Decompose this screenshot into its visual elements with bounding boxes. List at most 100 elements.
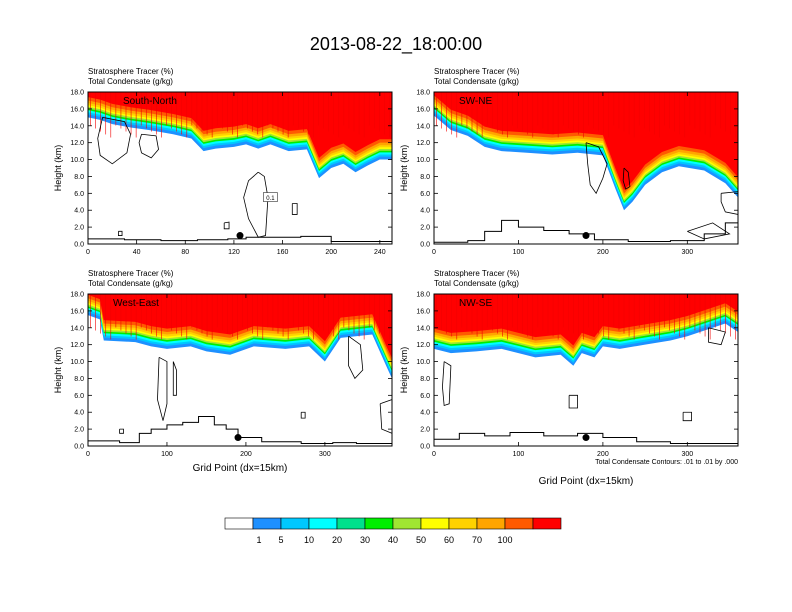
location-marker [582,434,590,442]
y-tick-label: 14.0 [70,325,84,332]
y-tick-label: 16.0 [70,106,84,113]
x-tick-label: 0 [86,249,90,256]
y-tick-label: 12.0 [416,140,430,147]
condensate-contour-1 [138,133,159,159]
panel-bottom-left: West-East Stratosphere Tracer (%)Total Co… [53,269,393,474]
tracer-band-9 [88,92,392,158]
tracer-band-9 [434,92,738,190]
colorbar: 1 5 10 20 30 40 50 60 70 100 [224,517,562,545]
y-tick-label: 10.0 [70,157,84,164]
x-tick-label: 80 [181,249,189,256]
colorbar-swatch-8 [448,517,478,530]
x-tick-label: 40 [133,249,141,256]
colorbar-swatch-6 [392,517,422,530]
condensate-contour-3 [568,394,578,409]
y-tick-label: 6.0 [420,393,430,400]
x-tick-label: 240 [374,249,386,256]
x-tick-label: 0 [432,249,436,256]
y-tick-label: 0.0 [74,242,84,249]
colorbar-label: 5 [278,535,283,545]
plot-frame [87,91,393,245]
y-tick-label: 18.0 [70,90,84,97]
colorbar-label: 50 [416,535,426,545]
contour-label-box [263,192,278,202]
y-tick-label: 16.0 [70,308,84,315]
terrain-profile [88,235,392,243]
y-tick-label: 18.0 [70,292,84,299]
panel-top-right: SW-NE Stratosphere Tracer (%)Total Conden… [399,67,739,256]
panel-label: South-North [123,96,177,107]
panel-title-line1: Stratosphere Tracer (%) [434,269,520,278]
colorbar-swatch-11 [532,517,562,530]
y-tick-label: 18.0 [416,292,430,299]
y-tick-label: 2.0 [74,225,84,232]
y-tick-label: 2.0 [74,427,84,434]
y-tick-label: 12.0 [70,342,84,349]
colorbar-swatch-4 [336,517,366,530]
y-tick-label: 6.0 [74,191,84,198]
y-tick-label: 2.0 [420,225,430,232]
x-tick-label: 100 [513,249,525,256]
y-tick-label: 14.0 [70,123,84,130]
footnote: Total Condensate Contours: .01 to .01 by… [595,459,738,466]
condensate-contour-3 [379,399,392,434]
x-tick-label: 120 [228,249,240,256]
location-marker [234,434,242,442]
y-tick-label: 8.0 [420,174,430,181]
condensate-contour-2 [682,411,692,422]
panel-title-line2: Total Condensate (g/kg) [434,77,519,86]
condensate-contour-3 [687,222,731,240]
y-tick-label: 0.0 [74,444,84,451]
panel-label: SW-NE [459,96,492,107]
colorbar-label: 70 [472,535,482,545]
plot-frame [433,91,739,245]
y-tick-label: 0.0 [420,444,430,451]
y-tick-label: 8.0 [74,376,84,383]
x-tick-label: 200 [597,249,609,256]
colorbar-label: 30 [360,535,370,545]
x-tick-label: 300 [681,249,693,256]
condensate-contour-5 [119,428,124,434]
tracer-band-9 [434,294,738,346]
colorbar-swatch-0 [224,517,254,530]
colorbar-label: 1 [256,535,261,545]
y-tick-label: 8.0 [74,174,84,181]
colorbar-swatch-5 [364,517,394,530]
plot-frame [87,293,393,447]
terrain-profile [434,211,738,243]
panel-title-line1: Stratosphere Tracer (%) [434,67,520,76]
y-axis-label: Height (km) [399,145,409,192]
y-tick-label: 4.0 [420,410,430,417]
panel-label: NW-SE [459,298,492,309]
condensate-contour-0 [97,116,131,165]
y-tick-label: 18.0 [416,90,430,97]
colorbar-swatch-3 [308,517,338,530]
colorbar-label: 60 [444,535,454,545]
y-tick-label: 0.0 [420,242,430,249]
y-tick-label: 4.0 [74,208,84,215]
y-tick-label: 4.0 [420,208,430,215]
main-title: 2013-08-22_18:00:00 [310,34,482,55]
condensate-contour-3 [223,221,230,230]
y-axis-label: Height (km) [53,347,63,394]
colorbar-label: 100 [497,535,512,545]
y-tick-label: 10.0 [416,157,430,164]
x-axis-label: Grid Point (dx=15km) [193,463,288,474]
panel-label: West-East [113,298,159,309]
condensate-contour-5 [118,230,123,236]
colorbar-swatch-10 [504,517,534,530]
colorbar-label: 20 [332,535,342,545]
location-marker [582,232,590,240]
x-tick-label: 0 [86,451,90,458]
x-tick-label: 160 [277,249,289,256]
contour-label: 0.1 [266,196,275,202]
colorbar-swatch-1 [252,517,282,530]
x-tick-label: 100 [161,451,173,458]
y-tick-label: 6.0 [74,393,84,400]
condensate-contour-4 [291,203,298,215]
y-tick-label: 10.0 [416,359,430,366]
colorbar-swatch-9 [476,517,506,530]
condensate-contour-1 [622,167,631,190]
x-tick-label: 200 [597,451,609,458]
